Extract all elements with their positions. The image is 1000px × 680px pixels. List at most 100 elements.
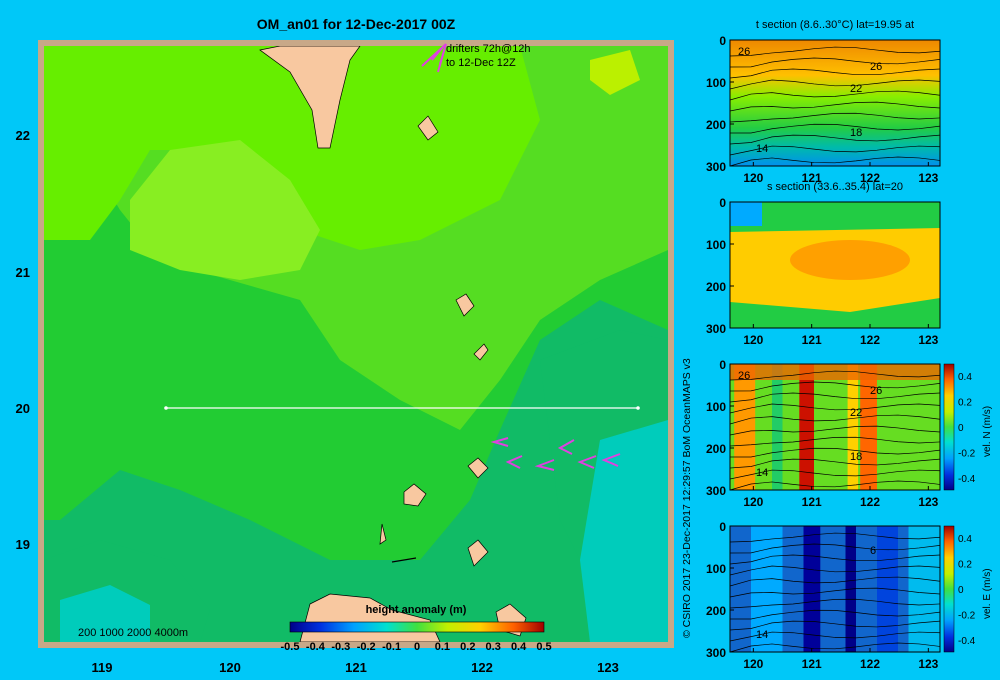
map-x-tick: 123 [597,660,619,675]
contour-line [729,469,941,480]
section-x-tick: 122 [860,333,880,347]
section-y-tick: 0 [719,520,726,534]
section-frame [729,525,941,653]
section-y-tick: 300 [706,646,726,660]
drifter-note-line2: to 12-Dec 12Z [446,57,516,69]
velocity-colorbar-tick: 0 [958,585,964,596]
section-x-tick: 121 [802,333,822,347]
section-title: s section (33.6..35.4) lat=20 [767,181,903,193]
section-y-tick: 100 [706,562,726,576]
map-x-axis: 119 120 121 122 123 [92,660,619,675]
map-y-tick: 21 [16,265,30,280]
contour-line [729,414,941,425]
section-y-tick: 100 [706,76,726,90]
section-y-tick: 200 [706,604,726,618]
height-anomaly-field [44,46,668,642]
contour-label: 22 [850,407,862,419]
section-panel-4: 6 14 0 100 200 300 120 121 122 123 0.4 0.2 0 -0.2 -0.4… [706,520,993,671]
contour-label: 26 [870,385,882,397]
section-frame [729,363,941,491]
section-x-tick: 122 [860,495,880,509]
colorbar-tick-label: 0.5 [536,641,551,653]
velocity-band [860,364,877,490]
contour-label: 14 [756,143,768,155]
contour-label: 14 [756,629,768,641]
velocity-colorbar [943,525,955,653]
velocity-band [751,526,783,652]
section-x-tick: 122 [860,657,880,671]
velocity-band [772,364,783,490]
contour-label: 26 [870,61,882,73]
contour-label: 26 [738,46,750,58]
section-y-tick: 0 [719,358,726,372]
section-x-tick: 120 [743,333,763,347]
map-y-tick: 19 [16,537,30,552]
colorbar-tick-label: 0.3 [486,641,501,653]
colorbar-tick-label: -0.3 [331,641,350,653]
colorbar-ticks: -0.5 -0.4 -0.3 -0.2 -0.1 0 0.1 0.2 0.3 0.4 0.5 [281,641,552,653]
section-y-tick: 300 [706,160,726,174]
contour-line [729,631,941,642]
colorbar-gradient [289,621,545,633]
height-colorbar: height anomaly (m) -0.5 -0.4 -0.3 -0.2 -0.1 0… [281,604,552,653]
colorbar-tick-label: -0.1 [382,641,401,653]
contour-line [729,370,941,381]
section-y-tick: 0 [719,34,726,48]
contour-line [729,480,941,491]
section-y-tick: 200 [706,442,726,456]
contour-line [729,554,941,565]
map-y-tick: 20 [16,401,30,416]
contour-line [729,642,941,653]
section-x-tick: 121 [802,657,822,671]
section-x-tick: 123 [918,657,938,671]
section-y-tick: 300 [706,322,726,336]
salinity-low [730,202,762,226]
velocity-colorbar-tick: 0.2 [958,560,972,571]
section-y-tick: 200 [706,280,726,294]
section-x-tick: 121 [802,171,822,185]
velocity-colorbar-tick: 0.2 [958,398,972,409]
velocity-band [734,364,756,490]
velocity-colorbar-label: vel. N (m/s) [982,406,993,457]
contour-label: 18 [850,127,862,139]
velocity-colorbar-tick: -0.2 [958,449,976,460]
colorbar-tick-label: 0.1 [435,641,450,653]
contour-line [729,57,941,68]
colorbar-tick-label: 0.4 [511,641,527,653]
contour-line [729,543,941,554]
velocity-colorbar [943,363,955,491]
map-y-tick: 22 [16,128,30,143]
section-x-tick: 120 [743,171,763,185]
velocity-colorbar-tick: -0.4 [958,636,976,647]
drifter-arrows [421,43,621,471]
contour-label: 6 [870,545,876,557]
map-x-tick: 120 [219,660,241,675]
map-x-tick: 119 [92,660,113,675]
velocity-surface [730,364,940,380]
section-line-start [164,406,168,410]
contour-line [729,112,941,123]
section-x-tick: 121 [802,495,822,509]
section-field [730,40,940,166]
contour-line [729,156,941,167]
section-y-tick: 300 [706,484,726,498]
section-x-tick: 123 [918,333,938,347]
section-x-tick: 123 [918,171,938,185]
contour-line [729,532,941,543]
contour-line [729,447,941,458]
contour-line [729,392,941,403]
contour-line [729,381,941,392]
contour-line [729,598,941,609]
section-panel-1: t section (8.6..30°C) lat=19.95 at 26 26 22… [706,19,941,185]
colorbar-tick-label: -0.4 [306,641,326,653]
contour-label: 18 [850,451,862,463]
section-y-tick: 100 [706,238,726,252]
salinity-max [790,240,910,280]
section-panel-3: 26 26 22 18 14 0 100 200 300 120 121 122 123 0.4 0.2 0 -… [706,358,993,509]
contour-line [729,134,941,145]
map-y-axis: 22 21 20 19 [16,128,30,552]
contour-line [729,101,941,112]
contour-line [729,458,941,469]
section-x-tick: 122 [860,171,880,185]
